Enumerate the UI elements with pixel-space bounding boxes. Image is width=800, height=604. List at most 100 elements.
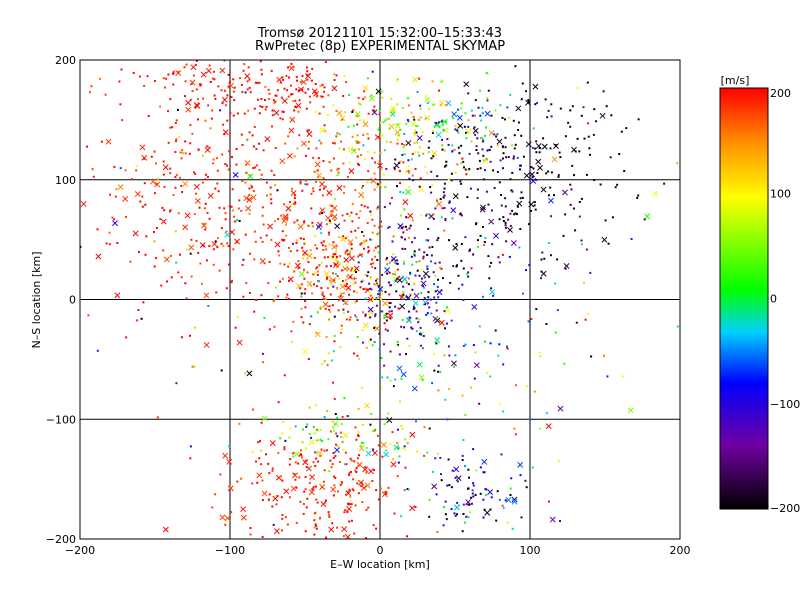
data-point	[378, 160, 381, 163]
data-point	[335, 255, 338, 258]
data-point	[314, 244, 317, 247]
data-point	[274, 286, 277, 289]
data-point	[528, 223, 530, 226]
data-point	[405, 216, 408, 219]
data-point	[91, 168, 94, 171]
data-point	[324, 297, 327, 300]
colorbar-tick-label: −100	[770, 398, 800, 411]
data-point	[279, 81, 282, 84]
data-point	[358, 102, 360, 105]
data-point	[400, 425, 403, 427]
data-point	[224, 218, 227, 221]
data-point	[504, 146, 507, 149]
data-point	[530, 210, 533, 212]
data-point	[181, 191, 184, 193]
data-point	[553, 194, 555, 197]
data-point	[556, 258, 559, 261]
data-point	[479, 114, 482, 117]
data-point	[331, 463, 334, 466]
data-point	[426, 451, 429, 454]
data-point	[182, 152, 185, 155]
data-point	[355, 271, 357, 273]
data-point-cross	[557, 405, 564, 412]
data-point	[259, 178, 262, 181]
data-point	[478, 402, 481, 405]
data-point	[141, 205, 144, 208]
data-point	[350, 269, 353, 272]
data-point	[333, 73, 336, 76]
data-point	[468, 167, 471, 170]
data-point	[538, 147, 541, 150]
data-point	[390, 310, 393, 313]
data-point	[213, 94, 216, 97]
data-point	[379, 152, 382, 155]
data-point	[441, 207, 444, 210]
data-point-cross	[185, 106, 192, 113]
data-point	[500, 453, 503, 456]
data-point	[546, 116, 549, 119]
data-point	[359, 286, 362, 289]
data-point	[271, 114, 274, 117]
data-point	[431, 382, 434, 385]
colorbar-tick-label: −200	[770, 502, 800, 515]
data-point-cross	[367, 309, 374, 316]
data-point-cross	[339, 283, 346, 290]
data-point	[130, 178, 133, 181]
data-point	[281, 529, 283, 532]
data-point	[528, 264, 531, 267]
data-point	[244, 91, 247, 94]
data-point	[354, 314, 357, 317]
data-point	[410, 255, 413, 258]
data-point	[366, 133, 369, 135]
data-point	[466, 196, 469, 199]
data-point	[478, 159, 481, 162]
data-point	[625, 127, 628, 130]
data-point	[397, 307, 400, 310]
data-point	[268, 493, 271, 496]
data-point	[444, 398, 447, 401]
data-point-cross	[412, 300, 419, 307]
data-point	[362, 288, 365, 291]
data-point	[154, 192, 156, 195]
data-point	[206, 145, 209, 148]
data-point	[355, 213, 358, 216]
data-point	[308, 432, 311, 435]
data-point	[338, 147, 341, 150]
data-point	[446, 138, 449, 141]
data-point	[441, 138, 443, 141]
data-point-cross	[346, 505, 352, 512]
data-point	[400, 294, 403, 297]
data-point	[454, 514, 457, 517]
data-point	[502, 152, 505, 155]
data-point	[316, 429, 319, 432]
data-point-cross	[314, 161, 321, 168]
data-point	[494, 109, 497, 112]
data-point	[141, 195, 144, 198]
data-point	[458, 152, 461, 155]
data-point	[321, 262, 323, 265]
data-point-cross	[334, 447, 340, 454]
data-point	[418, 146, 421, 149]
data-point	[504, 197, 507, 200]
data-point	[529, 419, 532, 422]
data-point	[413, 282, 416, 285]
data-point	[386, 272, 389, 275]
data-point	[255, 460, 257, 463]
data-point	[294, 201, 297, 204]
data-point	[437, 237, 440, 240]
data-point	[517, 129, 520, 131]
data-point	[423, 297, 426, 300]
data-point	[113, 218, 116, 221]
data-point	[477, 245, 480, 248]
data-point	[364, 273, 367, 276]
data-point	[401, 319, 404, 321]
data-point	[347, 503, 350, 506]
data-point	[285, 223, 287, 226]
data-point	[287, 95, 290, 98]
plot-frame	[79, 59, 681, 540]
data-point	[329, 265, 332, 268]
data-point	[204, 173, 207, 176]
data-point	[362, 98, 365, 101]
